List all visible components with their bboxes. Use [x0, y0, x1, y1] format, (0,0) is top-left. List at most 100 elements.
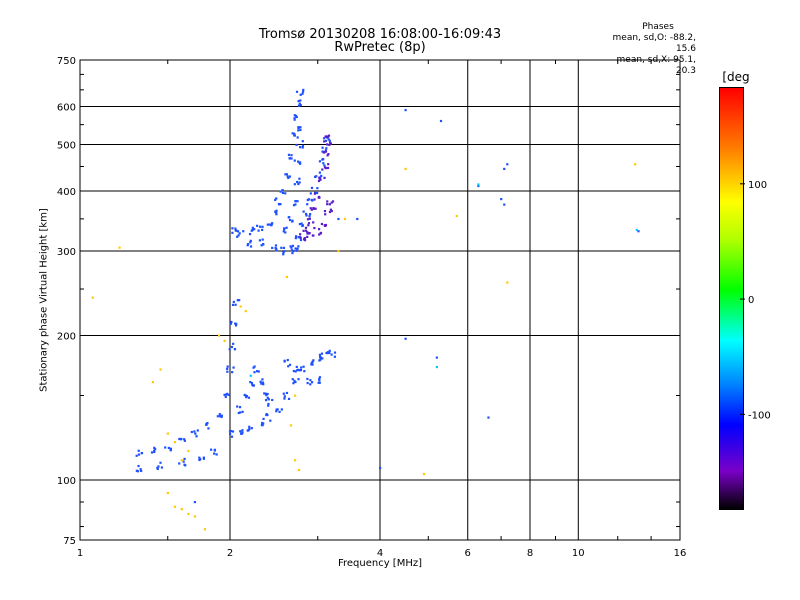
data-point	[635, 228, 638, 232]
data-point	[299, 236, 302, 239]
data-point	[220, 414, 223, 417]
data-point	[314, 175, 317, 178]
data-point	[226, 367, 229, 370]
data-point	[236, 299, 239, 302]
data-point	[237, 411, 240, 415]
data-point	[328, 210, 332, 214]
data-point	[308, 231, 311, 235]
colorbar	[719, 87, 744, 510]
data-point	[249, 374, 252, 377]
data-point	[326, 203, 329, 206]
data-point	[244, 309, 247, 313]
data-point	[167, 446, 170, 450]
data-point	[306, 232, 309, 235]
data-point	[275, 213, 278, 216]
data-point	[294, 203, 297, 206]
data-point	[279, 203, 282, 206]
data-point	[320, 174, 323, 178]
data-point	[213, 452, 216, 455]
data-point	[500, 198, 503, 201]
data-point	[173, 441, 177, 444]
data-point	[326, 200, 329, 203]
data-point	[323, 176, 326, 179]
data-point	[249, 239, 252, 242]
data-point	[323, 166, 327, 169]
data-point	[299, 368, 303, 372]
data-point	[321, 146, 324, 149]
data-point	[303, 236, 306, 240]
data-point	[255, 370, 259, 373]
data-point	[322, 137, 326, 140]
data-point	[297, 468, 301, 472]
data-point	[294, 380, 297, 384]
colorbar-label: [deg	[722, 70, 750, 84]
data-point	[313, 198, 316, 201]
data-point	[333, 355, 336, 358]
data-point	[379, 466, 382, 470]
data-point	[310, 186, 314, 190]
data-point	[180, 437, 183, 441]
data-point	[318, 176, 321, 179]
data-point	[284, 231, 287, 234]
data-point	[298, 223, 302, 226]
data-point	[261, 225, 264, 228]
data-point	[261, 378, 264, 381]
data-point	[198, 456, 201, 459]
data-point	[230, 435, 234, 438]
data-point	[300, 366, 303, 369]
data-point	[180, 508, 183, 511]
data-point	[183, 438, 186, 441]
data-point	[311, 199, 314, 202]
data-point	[321, 158, 324, 161]
data-point	[291, 220, 294, 223]
data-point	[250, 229, 253, 232]
data-point	[257, 370, 260, 373]
chart-subtitle: RwPretec (8p)	[334, 40, 426, 55]
data-point	[292, 369, 295, 373]
data-point	[302, 210, 305, 213]
data-point	[288, 175, 292, 178]
data-point	[318, 160, 322, 163]
data-point	[275, 209, 278, 212]
data-point	[320, 352, 324, 355]
data-point	[306, 235, 309, 239]
data-point	[266, 396, 269, 399]
data-point	[248, 427, 251, 431]
data-point	[178, 437, 181, 441]
data-point	[297, 245, 300, 248]
data-point	[290, 157, 293, 160]
data-point	[199, 458, 202, 461]
data-point	[231, 231, 234, 234]
data-point	[291, 251, 294, 255]
data-point	[150, 451, 154, 454]
data-point	[280, 408, 283, 411]
data-point	[320, 222, 324, 226]
data-point	[263, 392, 266, 395]
data-point	[278, 410, 281, 414]
data-point	[267, 404, 270, 407]
data-point	[159, 368, 162, 371]
data-point	[325, 147, 328, 150]
data-point	[439, 119, 443, 123]
data-point	[325, 351, 328, 354]
x-axis-label: Frequency [MHz]	[337, 558, 423, 569]
data-point	[295, 235, 298, 238]
data-point	[249, 245, 253, 248]
data-point	[293, 118, 296, 121]
data-point	[135, 454, 138, 457]
data-point	[282, 253, 285, 256]
data-point	[291, 378, 294, 381]
data-point	[312, 221, 315, 224]
data-point	[285, 226, 288, 229]
data-point	[193, 430, 196, 433]
data-point	[321, 150, 324, 153]
data-point	[270, 224, 273, 227]
data-point	[264, 392, 267, 395]
data-point	[210, 448, 213, 451]
data-point	[262, 417, 265, 421]
data-point	[294, 200, 297, 203]
data-point	[257, 229, 260, 232]
data-point	[250, 381, 253, 385]
data-point	[283, 397, 286, 400]
data-point	[317, 179, 321, 183]
